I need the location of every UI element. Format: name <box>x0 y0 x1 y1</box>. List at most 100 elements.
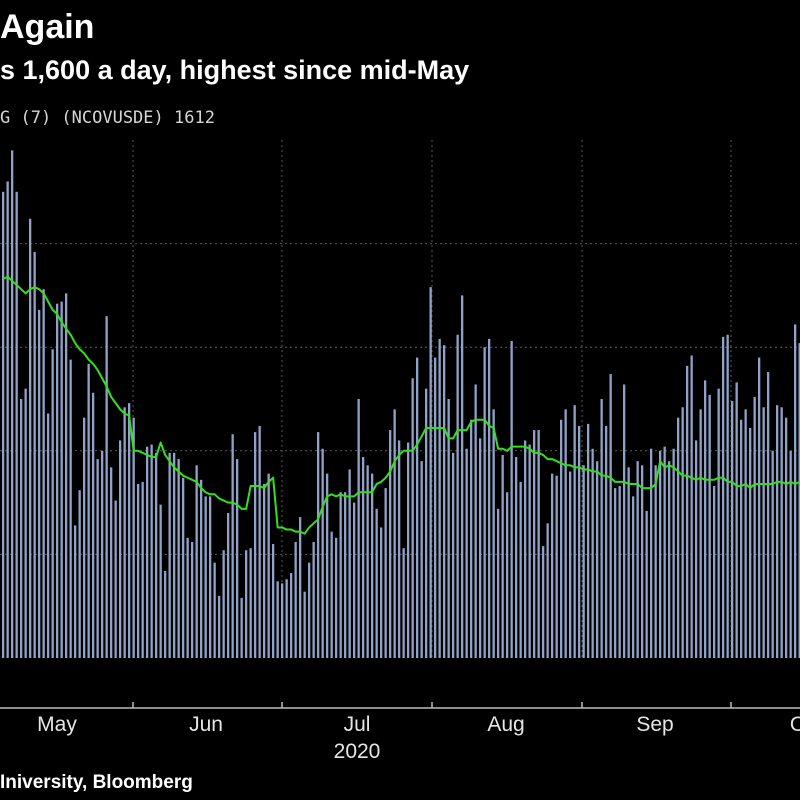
daily-bar <box>425 388 428 658</box>
x-tick-label: O <box>790 713 800 736</box>
daily-bar <box>114 500 117 658</box>
daily-bar <box>29 218 32 658</box>
daily-bar <box>299 517 302 658</box>
daily-bar <box>398 440 401 658</box>
daily-bar <box>335 537 338 658</box>
x-tick-label: Jul <box>344 713 371 736</box>
daily-bar <box>33 251 36 658</box>
daily-bar <box>618 486 621 658</box>
daily-bar <box>168 452 171 658</box>
x-year-label: 2020 <box>334 740 381 763</box>
daily-bar <box>596 461 599 658</box>
daily-bar <box>101 450 104 658</box>
daily-bar <box>407 442 410 658</box>
daily-bar <box>510 340 513 658</box>
daily-bar <box>96 459 99 658</box>
daily-bar <box>218 595 221 658</box>
daily-bar <box>51 349 54 658</box>
daily-bar <box>15 191 18 659</box>
daily-bar <box>222 550 225 658</box>
daily-bar <box>591 448 594 658</box>
daily-bar <box>740 419 743 658</box>
daily-bar <box>213 562 216 658</box>
daily-bar <box>650 448 653 658</box>
daily-bar <box>587 423 590 658</box>
daily-bar <box>416 357 419 658</box>
daily-bar <box>713 486 716 658</box>
source-note: Iniversity, Bloomberg <box>0 772 193 793</box>
daily-bar <box>380 527 383 658</box>
daily-bar <box>344 492 347 658</box>
daily-bar <box>681 407 684 658</box>
daily-bar <box>767 372 770 658</box>
daily-bar <box>488 338 491 658</box>
daily-bar <box>479 438 482 658</box>
daily-bar <box>123 407 126 658</box>
daily-bar <box>641 465 644 658</box>
daily-bar <box>569 471 572 658</box>
daily-bar <box>83 417 86 658</box>
daily-bar <box>87 363 90 658</box>
daily-bar <box>132 417 135 658</box>
daily-bar <box>429 287 432 658</box>
daily-bar <box>456 334 459 658</box>
daily-bar <box>695 440 698 658</box>
x-tick-label: Sep <box>636 713 673 736</box>
daily-bar <box>6 181 9 658</box>
daily-bar <box>600 399 603 658</box>
daily-bar <box>771 450 774 658</box>
daily-bar <box>438 338 441 658</box>
daily-bar <box>776 405 779 658</box>
daily-bar <box>452 452 455 658</box>
daily-bar <box>38 309 41 658</box>
daily-bar <box>443 345 446 658</box>
daily-bar <box>434 357 437 658</box>
daily-bar <box>263 483 266 658</box>
daily-bar <box>690 355 693 658</box>
daily-bar <box>200 479 203 658</box>
daily-bar <box>339 492 342 658</box>
daily-bar <box>357 399 360 658</box>
daily-bar <box>141 481 144 658</box>
daily-bar <box>672 448 675 658</box>
daily-bar <box>267 473 270 658</box>
daily-bar <box>308 562 311 658</box>
daily-bar <box>321 448 324 658</box>
daily-bar <box>411 378 414 658</box>
daily-bar <box>645 510 648 658</box>
daily-bar <box>74 525 77 658</box>
x-axis: May Jun Jul Aug Sep O 2020 <box>0 702 800 763</box>
daily-bar <box>276 581 279 658</box>
daily-bar <box>420 461 423 658</box>
daily-bar <box>668 461 671 658</box>
daily-bar <box>515 457 518 658</box>
daily-bar <box>227 512 230 658</box>
daily-bar <box>492 409 495 658</box>
daily-bar <box>384 488 387 658</box>
legend-label: G (7) (NCOVUSDE) 1612 <box>0 108 215 128</box>
daily-bar <box>609 374 612 658</box>
daily-bar <box>155 452 158 658</box>
daily-bar <box>204 496 207 658</box>
daily-bar <box>110 467 113 658</box>
daily-bar <box>105 316 108 658</box>
daily-bar <box>281 583 284 658</box>
daily-bar <box>78 490 81 658</box>
daily-bar <box>249 548 252 658</box>
daily-bar <box>186 537 189 658</box>
daily-bar <box>65 293 68 658</box>
daily-bar <box>654 465 657 658</box>
daily-bar <box>11 150 14 659</box>
x-tick-label: Aug <box>487 713 524 736</box>
daily-bar <box>159 504 162 658</box>
daily-bar <box>348 469 351 658</box>
daily-bar <box>519 481 522 658</box>
daily-bar <box>470 419 473 658</box>
daily-bar <box>312 541 315 658</box>
daily-bar <box>173 452 176 658</box>
daily-bar <box>542 546 545 658</box>
daily-bar <box>659 450 662 658</box>
daily-bar <box>389 430 392 658</box>
rolling-average-series <box>2 275 800 535</box>
